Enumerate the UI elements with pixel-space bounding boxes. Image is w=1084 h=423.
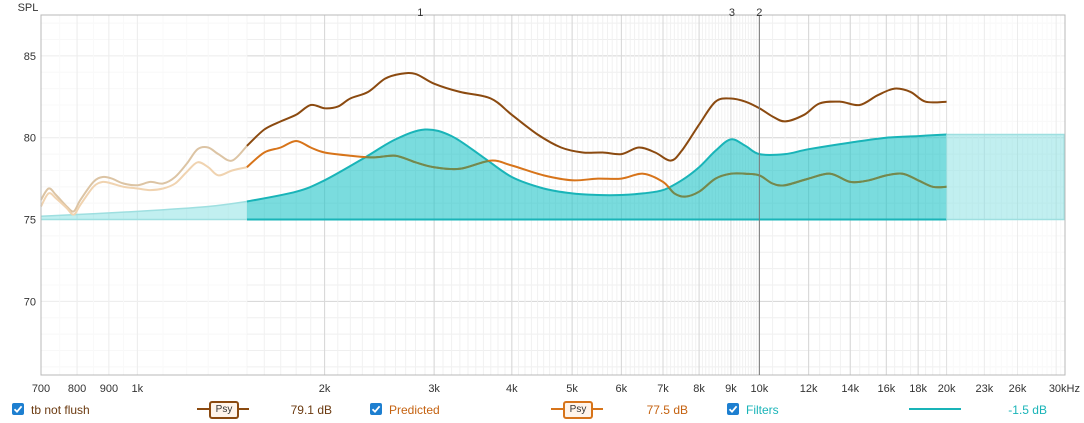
filters-area-below-range — [41, 201, 247, 220]
y-tick-label: 85 — [24, 51, 36, 63]
psy-badge: Psy — [209, 401, 239, 419]
x-tick-label: 4k — [506, 383, 518, 395]
x-tick-label: 26k — [1009, 383, 1027, 395]
tb-not-flush-checkbox[interactable] — [12, 403, 24, 415]
x-tick-label: 900 — [100, 383, 118, 395]
tb-not-flush-line-below-range — [40, 145, 248, 213]
x-tick-label: 23k — [975, 383, 993, 395]
x-tick-label: 800 — [68, 383, 86, 395]
legend-value-filters: -1.5 dB — [1008, 403, 1047, 417]
legend-label-filters: Filters — [746, 403, 779, 417]
x-tick-label: 30kHz — [1049, 383, 1080, 395]
x-tick-label: 14k — [841, 383, 859, 395]
x-tick-label: 6k — [616, 383, 628, 395]
legend: tb not flush Psy 79.1 dB Predicted Psy 7… — [0, 398, 1084, 423]
y-axis-label: SPL — [18, 2, 39, 14]
marker-label: 3 — [729, 7, 735, 19]
predicted-checkbox[interactable] — [370, 403, 382, 415]
legend-label-tb-not-flush: tb not flush — [31, 403, 90, 417]
legend-line — [909, 408, 961, 410]
x-tick-label: 700 — [32, 383, 50, 395]
filters-line-below-range — [40, 200, 248, 218]
predicted-psy-smoothing-symbol[interactable]: Psy — [551, 400, 603, 419]
tb-not-flush-line — [246, 71, 947, 162]
marker-label: 1 — [417, 7, 423, 19]
out-of-range-band-low — [41, 15, 247, 375]
psy-badge: Psy — [563, 401, 593, 419]
out-of-range-band-high — [946, 15, 1065, 375]
y-tick-label: 70 — [24, 296, 36, 308]
marker-label: 2 — [756, 7, 762, 19]
x-tick-label: 3k — [428, 383, 440, 395]
filters-area-above-range — [946, 134, 1065, 220]
legend-value-predicted: 77.5 dB — [646, 403, 688, 417]
legend-label-predicted: Predicted — [389, 403, 440, 417]
x-tick-label: 2k — [319, 383, 331, 395]
x-tick-label: 7k — [657, 383, 669, 395]
x-tick-label: 20k — [938, 383, 956, 395]
filters-line — [246, 128, 947, 203]
x-tick-label: 12k — [800, 383, 818, 395]
x-tick-label: 1k — [132, 383, 144, 395]
x-tick-label: 10k — [750, 383, 768, 395]
y-tick-label: 80 — [24, 133, 36, 145]
filters-area — [246, 129, 947, 220]
y-tick-label: 75 — [24, 215, 36, 227]
legend-value-tb-not-flush: 79.1 dB — [290, 403, 332, 417]
x-tick-label: 5k — [566, 383, 578, 395]
filters-checkbox[interactable] — [727, 403, 739, 415]
filters-line-symbol[interactable] — [909, 400, 961, 418]
predicted-line-below-range — [40, 161, 248, 216]
frequency-response-chart: 1 3 2 70 75 80 85 SPL 700 800 900 1k 2k 3k 4k 5k 6k 7k 8k 9… — [18, 2, 1080, 395]
x-tick-label: 16k — [877, 383, 895, 395]
x-tick-label: 18k — [909, 383, 927, 395]
plot-frame — [40, 14, 1066, 376]
tb-not-flush-psy-smoothing-symbol[interactable]: Psy — [197, 400, 249, 419]
x-tick-label: 9k — [725, 383, 737, 395]
x-tick-label: 8k — [693, 383, 705, 395]
